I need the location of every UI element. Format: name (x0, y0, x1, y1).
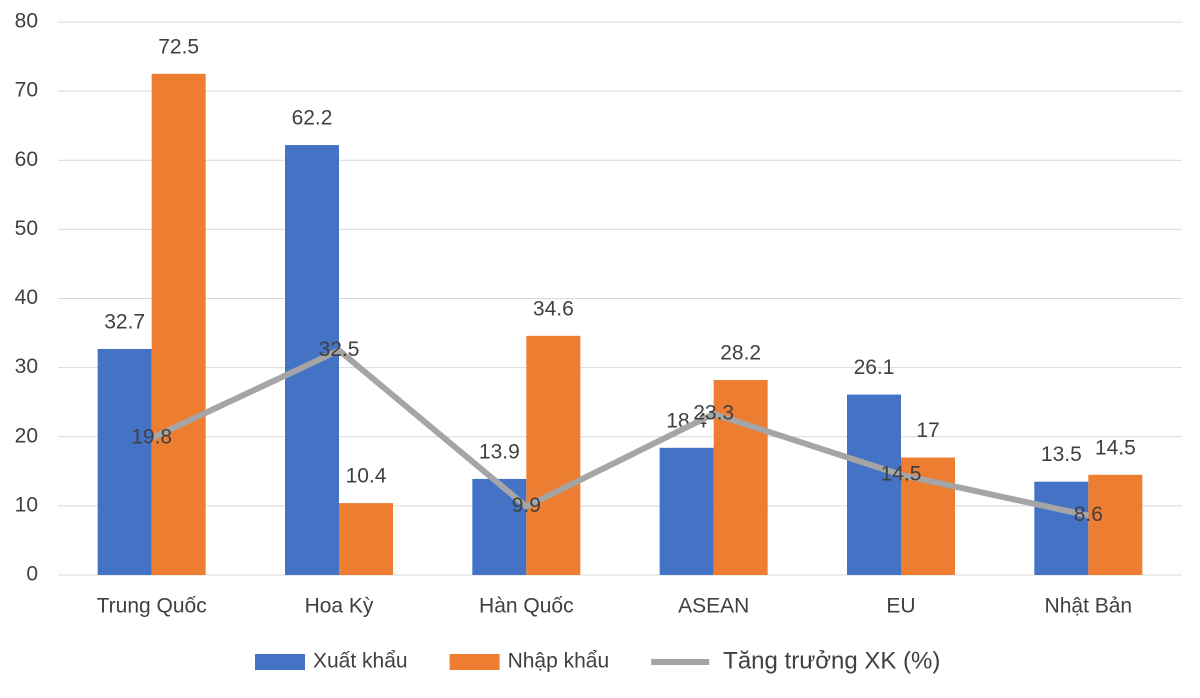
legend-label: Xuất khẩu (313, 650, 408, 673)
x-tick-label: EU (886, 595, 915, 618)
y-tick-label: 30 (15, 355, 38, 378)
data-label: 62.2 (292, 107, 333, 130)
bar (97, 348, 152, 575)
y-tick-label: 10 (15, 493, 38, 516)
line (150, 347, 1089, 519)
bar (847, 394, 901, 575)
bar (472, 478, 527, 575)
data-label: 17 (916, 419, 939, 442)
data-label: 13.5 (1041, 443, 1082, 466)
bar (1034, 481, 1089, 575)
y-tick-label: 40 (15, 286, 38, 309)
y-tick-label: 60 (15, 148, 38, 171)
y-tick-label: 20 (15, 424, 38, 447)
y-tick-label: 0 (26, 563, 38, 586)
data-label: 14.5 (1095, 436, 1136, 459)
data-label: 19.8 (131, 426, 172, 449)
data-label: 34.6 (533, 297, 574, 320)
bar (339, 503, 393, 575)
data-label: 14.5 (881, 462, 922, 485)
x-tick-label: Hàn Quốc (479, 595, 574, 618)
legend-label: Tăng trưởng XK (%) (723, 647, 940, 674)
data-label: 23.3 (693, 401, 734, 424)
data-label: 32.5 (319, 338, 360, 361)
data-label: 72.5 (158, 35, 199, 58)
x-tick-label: Hoa Kỳ (305, 595, 374, 618)
data-label: 26.1 (854, 356, 895, 379)
bar (1088, 474, 1143, 575)
data-label: 28.2 (720, 342, 761, 365)
data-label: 10.4 (346, 465, 387, 488)
x-tick-label: ASEAN (678, 595, 749, 618)
y-tick-label: 50 (15, 217, 38, 240)
legend-swatch (255, 654, 305, 670)
bar (526, 335, 581, 575)
data-label: 13.9 (479, 440, 520, 463)
legend-label: Nhập khẩu (508, 650, 610, 673)
data-label: 32.7 (104, 311, 145, 334)
data-label: 9.9 (512, 494, 541, 517)
data-label: 8.6 (1074, 503, 1103, 526)
bar (659, 447, 714, 575)
legend-swatch (449, 654, 500, 670)
bar (151, 73, 206, 575)
data-label: 18.4 (666, 409, 707, 432)
x-tick-label: Nhật Bản (1045, 595, 1133, 618)
bar (713, 380, 768, 575)
y-tick-label: 70 (15, 79, 38, 102)
y-tick-label: 80 (15, 10, 38, 33)
x-tick-label: Trung Quốc (97, 595, 207, 618)
